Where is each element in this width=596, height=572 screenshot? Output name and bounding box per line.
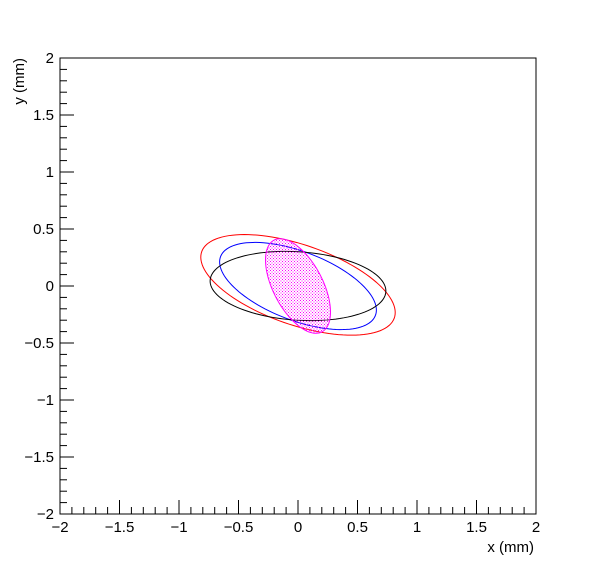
- y-tick-label: 0.5: [33, 221, 54, 238]
- x-tick-label: 0.5: [347, 519, 368, 536]
- x-tick-label: 1: [413, 519, 421, 536]
- ellipse: [209, 250, 387, 322]
- y-tick-label: 1.5: [33, 107, 54, 124]
- x-tick-label: −2: [51, 519, 68, 536]
- x-tick-label: 2: [532, 519, 540, 536]
- ellipse: [200, 234, 396, 336]
- x-axis-label: x (mm): [487, 539, 534, 556]
- y-tick-label: 2: [46, 50, 54, 67]
- y-tick-label: −1: [37, 392, 54, 409]
- filled-ellipse: [265, 238, 331, 334]
- y-tick-label: −2: [37, 506, 54, 523]
- y-tick-label: 1: [46, 164, 54, 181]
- y-tick-label: 0: [46, 278, 54, 295]
- y-tick-label: −1.5: [24, 449, 54, 466]
- x-tick-label: −0.5: [224, 519, 254, 536]
- x-tick-label: 1.5: [466, 519, 487, 536]
- y-tick-label: −0.5: [24, 335, 54, 352]
- x-tick-label: −1.5: [105, 519, 135, 536]
- y-axis-label: y (mm): [11, 58, 28, 105]
- x-tick-label: 0: [294, 519, 302, 536]
- x-tick-label: −1: [170, 519, 187, 536]
